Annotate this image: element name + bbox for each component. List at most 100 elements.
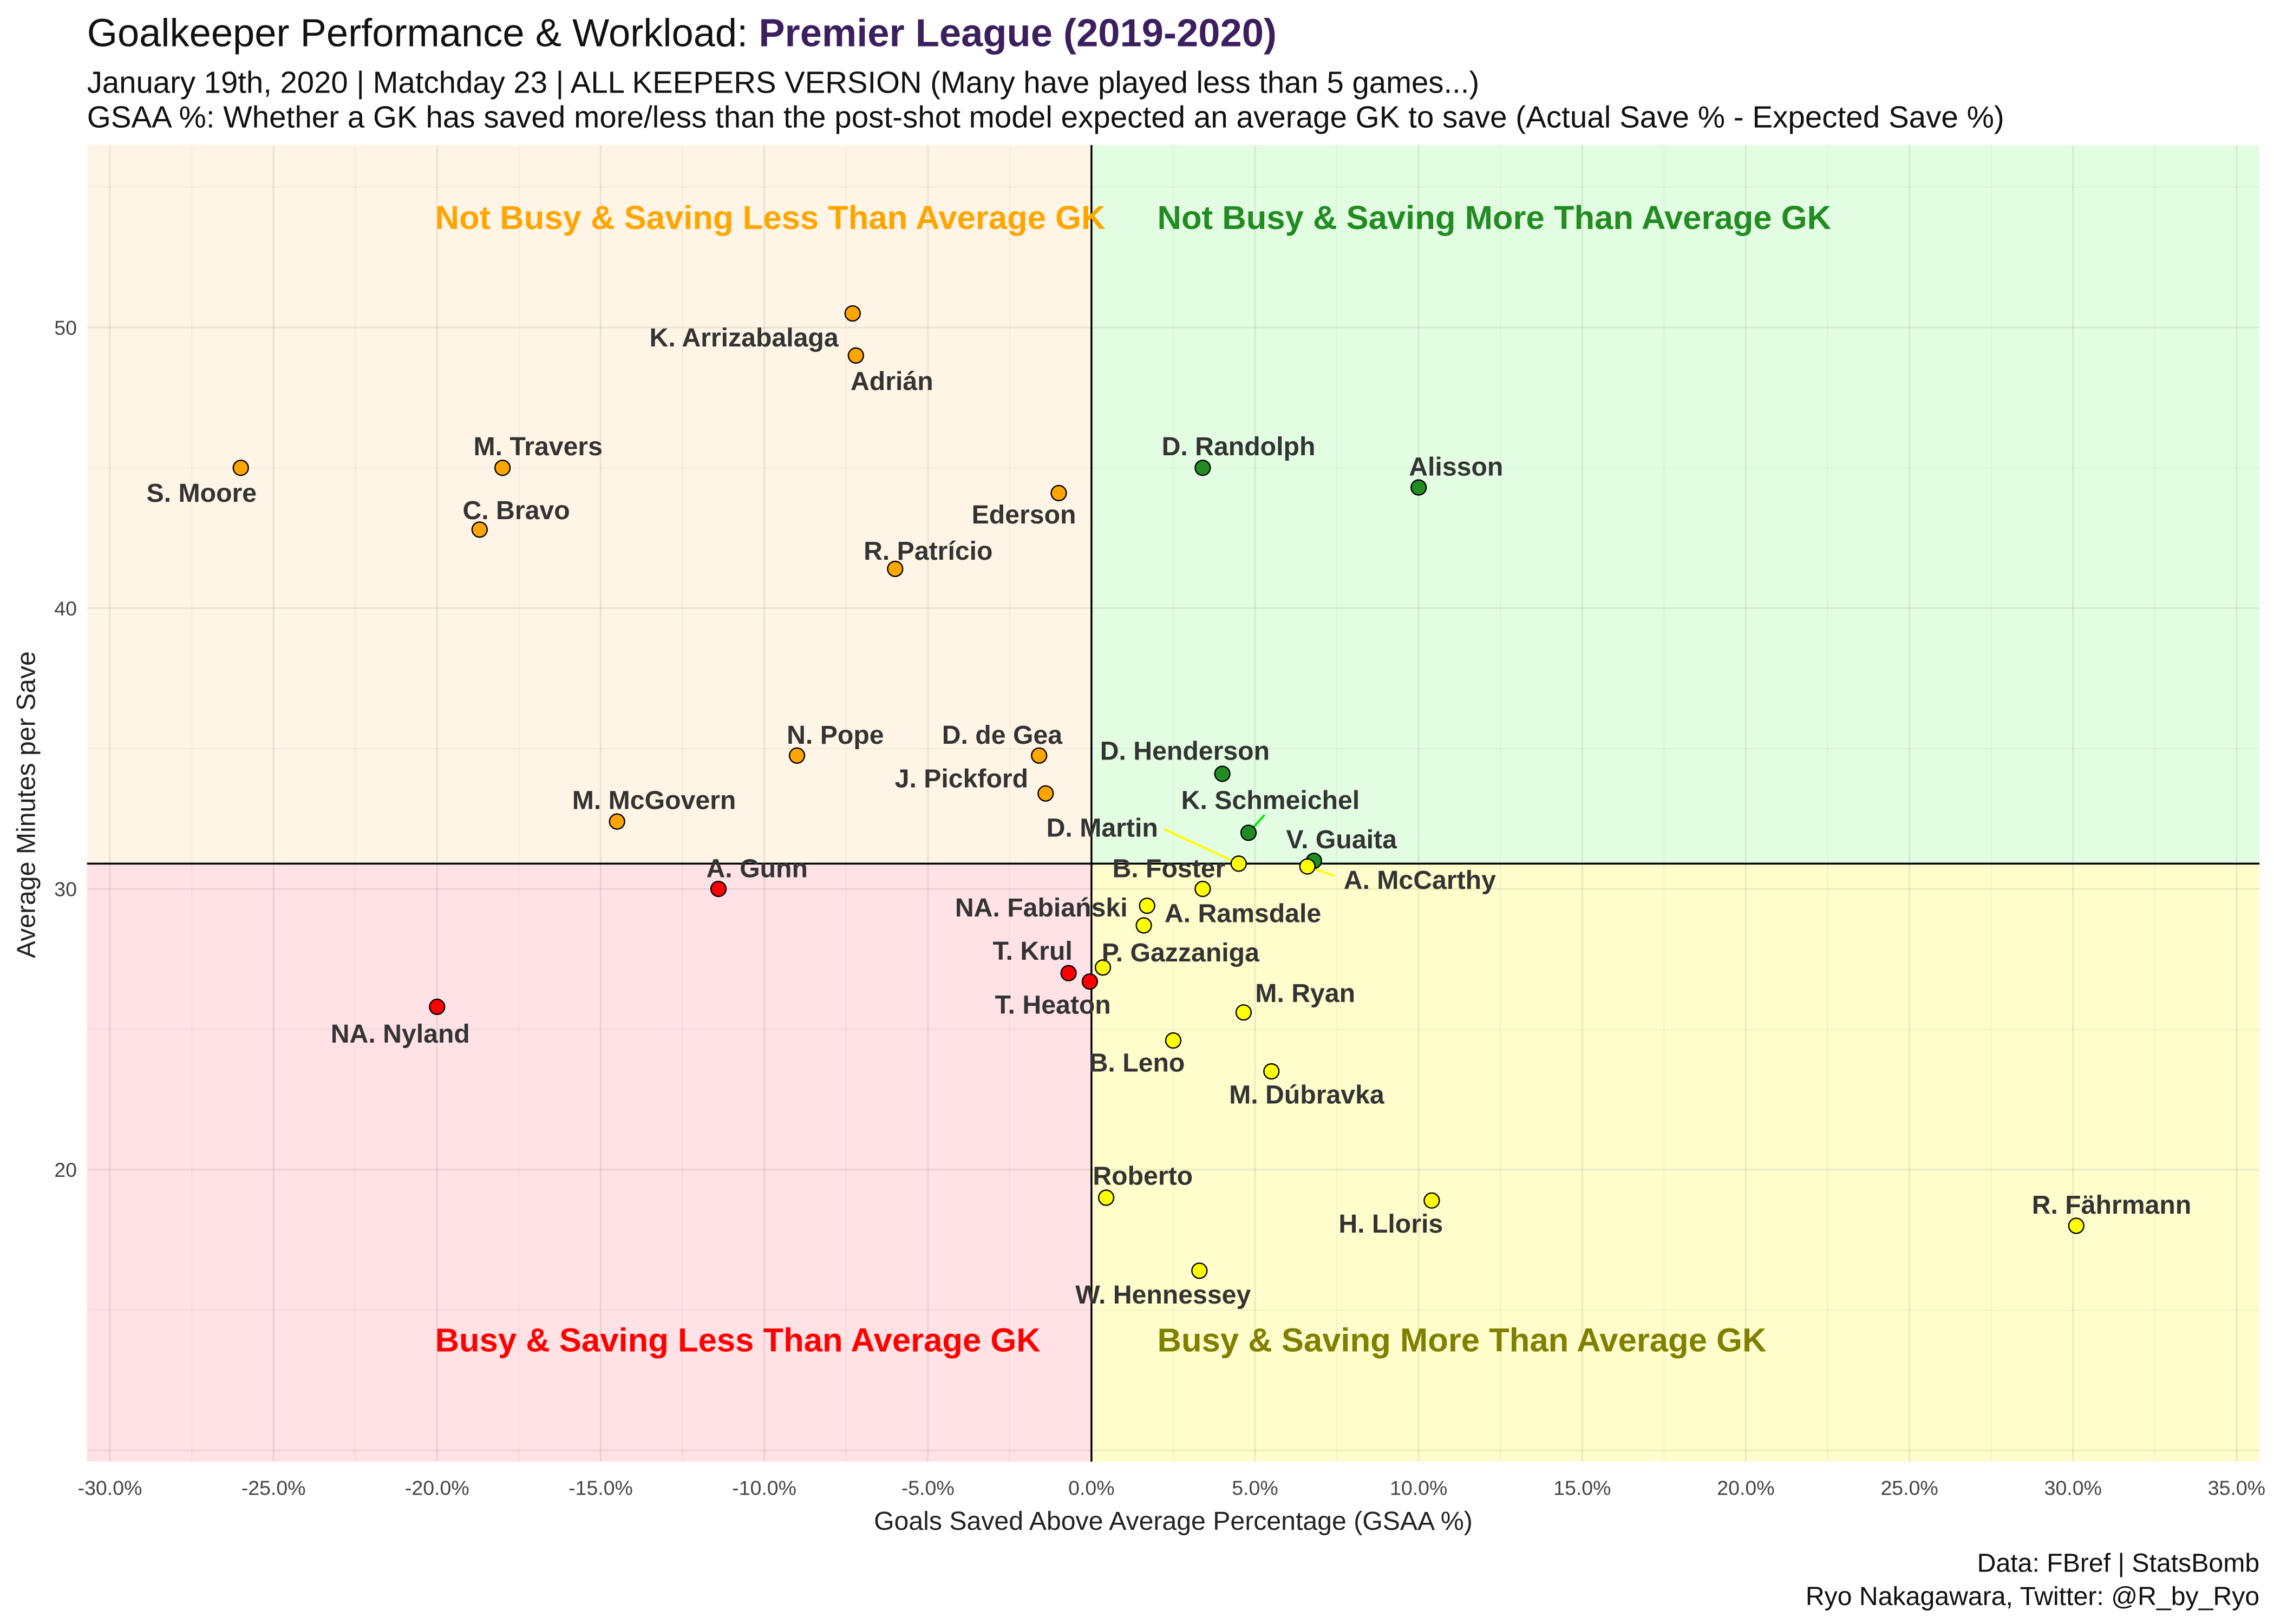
point-label: K. Schmeichel (1181, 786, 1360, 815)
point-label: M. Travers (474, 432, 603, 461)
x-tick-label: -10.0% (732, 1477, 796, 1499)
point-label: D. Martin (1047, 814, 1158, 843)
x-tick-label: 15.0% (1553, 1477, 1611, 1499)
data-point-b-leno (1165, 1032, 1182, 1049)
data-point-k-arrizabalaga (844, 305, 861, 322)
data-point-a-mccarthy (1299, 858, 1316, 875)
data-point-d-randolph (1194, 460, 1211, 476)
data-point-d-henderson (1214, 765, 1231, 782)
subtitle-1: January 19th, 2020 | Matchday 23 | ALL K… (87, 65, 1479, 99)
x-tick-label: -15.0% (568, 1477, 633, 1499)
point-label: B. Foster (1112, 854, 1225, 883)
caption-data-source: Data: FBref | StatsBomb (1977, 1549, 2260, 1578)
data-point-b-foster (1194, 880, 1211, 898)
data-point-adri-n (847, 347, 864, 364)
data-point-ederson (1050, 484, 1067, 502)
x-tick-label: 35.0% (2208, 1477, 2265, 1499)
quadrant-bottom-left (87, 863, 1092, 1462)
data-point-t-krul (1060, 965, 1077, 981)
point-label: A. Ramsdale (1165, 899, 1321, 928)
x-tick-label: 25.0% (1880, 1477, 1938, 1499)
data-point-alisson (1410, 479, 1427, 496)
x-tick-label: -30.0% (78, 1477, 142, 1499)
quadrant-label-top-right: Not Busy & Saving More Than Average GK (1158, 199, 1832, 237)
point-label: K. Arrizabalaga (650, 323, 839, 352)
data-point-na-fabia-ski (1139, 898, 1155, 914)
point-label: R. Fährmann (2032, 1190, 2192, 1220)
data-point-k-schmeichel (1240, 824, 1257, 841)
data-point-m-ryan (1235, 1004, 1252, 1021)
point-label: R. Patrício (864, 536, 992, 566)
data-point-roberto (1097, 1189, 1115, 1206)
title-prefix: Goalkeeper Performance & Workload: (87, 12, 759, 55)
data-point-c-bravo (471, 521, 488, 538)
point-label: NA. Fabiański (955, 893, 1128, 922)
point-label: P. Gazzaniga (1102, 938, 1260, 967)
point-label: NA. Nyland (331, 1019, 470, 1049)
data-point-d-de-gea (1031, 747, 1048, 764)
y-tick-label: 50 (54, 316, 77, 339)
x-tick-label: 30.0% (2044, 1477, 2102, 1499)
point-label: M. McGovern (572, 786, 736, 815)
point-label: T. Heaton (995, 990, 1111, 1019)
caption-author: Ryo Nakagawara, Twitter: @R_by_Ryo (1806, 1582, 2259, 1611)
x-tick-label: 20.0% (1717, 1477, 1774, 1499)
label-leader-line (1164, 828, 1239, 865)
quadrant-top-left (87, 145, 1092, 864)
data-point-d-martin (1230, 855, 1247, 872)
point-label: Alisson (1409, 453, 1503, 482)
x-tick-label: 0.0% (1068, 1477, 1114, 1499)
data-point-na-nyland (429, 998, 446, 1016)
point-label: H. Lloris (1338, 1209, 1443, 1239)
x-tick-label: 10.0% (1390, 1477, 1447, 1499)
data-point-t-heaton (1081, 973, 1099, 990)
subtitle-2: GSAA %: Whether a GK has saved more/less… (87, 100, 2004, 134)
point-label: Roberto (1093, 1161, 1193, 1190)
point-label: N. Pope (787, 721, 884, 750)
y-tick-label: 30 (54, 878, 77, 900)
data-point-r-f-hrmann (2068, 1217, 2084, 1234)
quadrant-label-top-left: Not Busy & Saving Less Than Average GK (435, 199, 1106, 237)
data-point-n-pope (788, 747, 806, 764)
point-label: Ederson (972, 500, 1076, 529)
point-label: M. Dúbravka (1229, 1080, 1385, 1109)
y-tick-label: 40 (54, 597, 77, 620)
point-label: D. Henderson (1100, 737, 1270, 766)
y-axis-label: Average Minutes per Save (11, 651, 41, 958)
point-label: V. Guaita (1286, 825, 1397, 854)
quadrant-label-bottom-right: Busy & Saving More Than Average GK (1158, 1321, 1767, 1359)
title-highlight: Premier League (2019-2020) (759, 12, 1277, 55)
point-label: D. de Gea (942, 721, 1063, 750)
point-label: J. Pickford (895, 764, 1028, 793)
point-label: T. Krul (992, 937, 1072, 966)
data-point-a-ramsdale (1135, 917, 1152, 934)
data-point-w-hennessey (1191, 1262, 1208, 1279)
x-tick-label: -20.0% (405, 1477, 469, 1499)
point-label: A. Gunn (706, 854, 807, 883)
x-tick-label: -25.0% (241, 1477, 306, 1499)
point-label: Adrián (851, 367, 933, 396)
point-label: A. McCarthy (1344, 866, 1496, 895)
point-label: W. Hennessey (1075, 1280, 1251, 1309)
x-tick-label: 5.0% (1232, 1477, 1278, 1499)
quadrant-bottom-right (1091, 863, 2260, 1462)
quadrant-label-bottom-left: Busy & Saving Less Than Average GK (435, 1321, 1041, 1359)
quadrant-top-right (1091, 145, 2260, 864)
chart-title: Goalkeeper Performance & Workload: Premi… (87, 12, 1277, 55)
data-point-j-pickford (1037, 785, 1054, 802)
point-label: B. Leno (1089, 1048, 1185, 1077)
data-point-s-moore (232, 460, 249, 476)
point-label: M. Ryan (1255, 979, 1355, 1008)
y-tick-label: 20 (54, 1158, 77, 1181)
data-point-r-patr-cio (887, 560, 904, 578)
point-label: S. Moore (147, 479, 257, 508)
data-point-m-mcgovern (609, 813, 625, 830)
data-point-m-d-bravka (1263, 1063, 1280, 1080)
point-label: D. Randolph (1162, 432, 1316, 461)
data-point-a-gunn (710, 880, 727, 898)
x-axis-label: Goals Saved Above Average Percentage (GS… (874, 1507, 1473, 1536)
data-point-m-travers (494, 460, 511, 476)
data-point-h-lloris (1423, 1192, 1440, 1209)
data-point-p-gazzaniga (1094, 959, 1112, 976)
